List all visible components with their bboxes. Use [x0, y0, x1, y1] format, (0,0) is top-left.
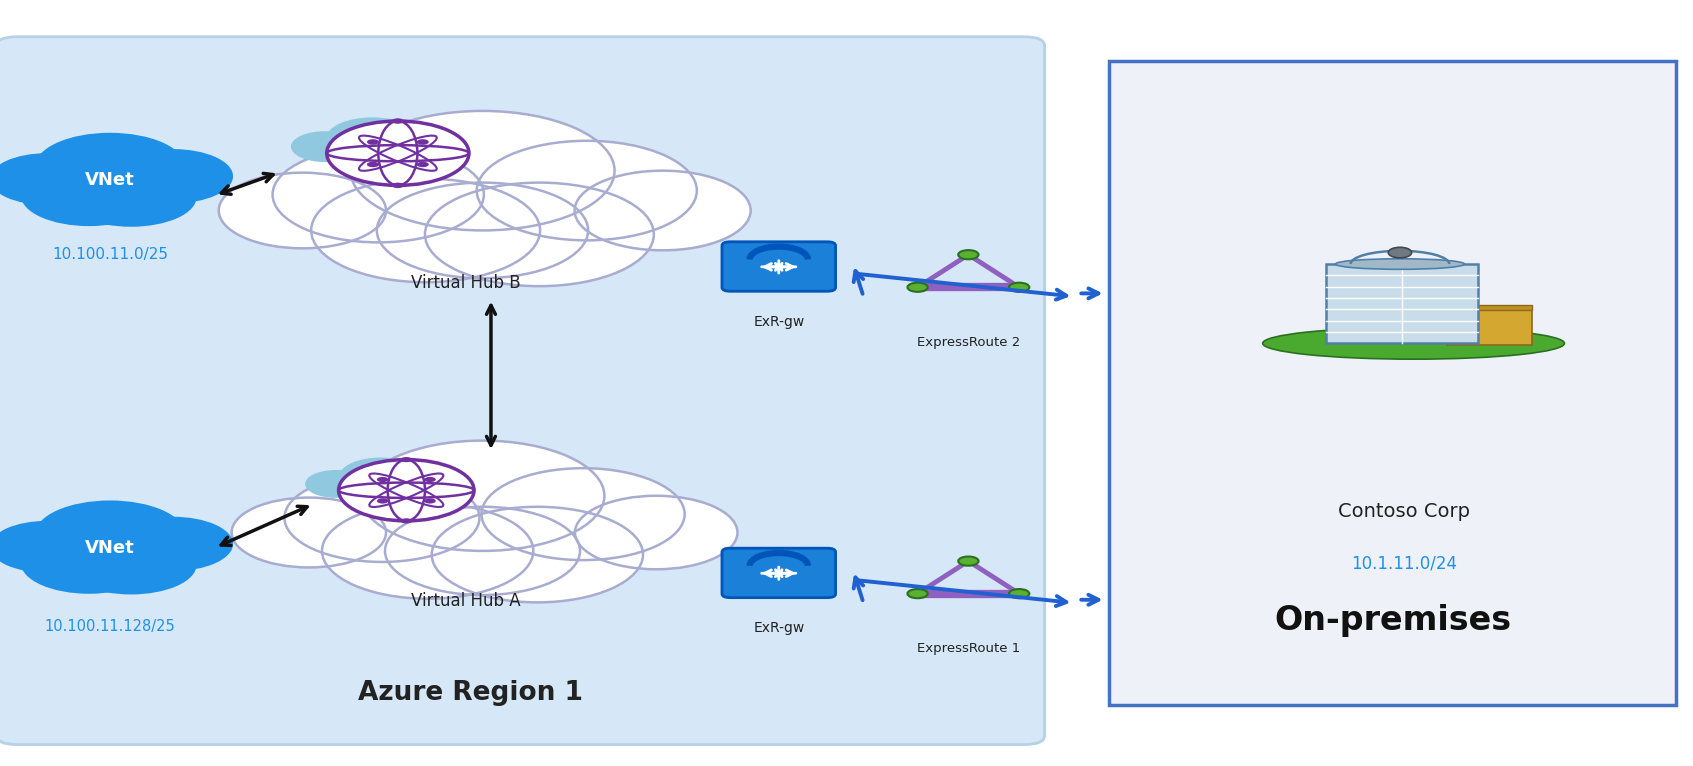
Text: Azure Region 1: Azure Region 1	[357, 680, 582, 706]
Circle shape	[113, 517, 234, 571]
Circle shape	[339, 460, 474, 521]
Circle shape	[322, 503, 533, 599]
Circle shape	[378, 499, 388, 503]
Text: ExpressRoute 2: ExpressRoute 2	[918, 336, 1019, 349]
Circle shape	[232, 498, 386, 568]
Circle shape	[907, 283, 928, 292]
Circle shape	[425, 477, 435, 482]
FancyBboxPatch shape	[1446, 305, 1532, 310]
Circle shape	[958, 557, 979, 566]
Circle shape	[36, 500, 185, 568]
Circle shape	[66, 168, 196, 227]
Circle shape	[383, 129, 457, 162]
Circle shape	[20, 165, 157, 226]
Circle shape	[378, 477, 388, 482]
Circle shape	[330, 133, 415, 172]
FancyBboxPatch shape	[1326, 264, 1478, 343]
Circle shape	[391, 182, 405, 188]
Circle shape	[66, 535, 196, 594]
Circle shape	[350, 111, 615, 231]
Text: Contoso Corp: Contoso Corp	[1337, 502, 1470, 521]
Circle shape	[36, 133, 185, 201]
FancyBboxPatch shape	[1109, 61, 1676, 705]
Circle shape	[312, 178, 540, 282]
Circle shape	[327, 121, 469, 185]
Circle shape	[393, 467, 459, 497]
Circle shape	[305, 470, 367, 498]
Circle shape	[218, 172, 386, 248]
FancyBboxPatch shape	[721, 242, 836, 291]
Circle shape	[401, 457, 411, 462]
Circle shape	[327, 117, 418, 159]
Circle shape	[1388, 247, 1412, 258]
Circle shape	[291, 131, 359, 162]
Text: ExR-gw: ExR-gw	[753, 621, 804, 635]
Circle shape	[416, 162, 428, 167]
Circle shape	[1009, 283, 1029, 292]
Ellipse shape	[1336, 259, 1464, 270]
FancyBboxPatch shape	[0, 37, 1045, 745]
Text: ExR-gw: ExR-gw	[753, 315, 804, 329]
Text: ExpressRoute 1: ExpressRoute 1	[918, 643, 1019, 655]
Circle shape	[958, 250, 979, 260]
Text: Virtual Hub B: Virtual Hub B	[411, 274, 520, 293]
Circle shape	[384, 507, 581, 595]
FancyBboxPatch shape	[1446, 310, 1532, 345]
Text: 10.100.11.0/25: 10.100.11.0/25	[52, 247, 168, 262]
Circle shape	[361, 440, 604, 551]
Circle shape	[481, 468, 684, 560]
Circle shape	[342, 472, 420, 506]
Circle shape	[477, 141, 698, 241]
Text: 10.100.11.128/25: 10.100.11.128/25	[44, 619, 176, 634]
Text: Virtual Hub A: Virtual Hub A	[411, 592, 520, 611]
Circle shape	[367, 162, 379, 167]
Circle shape	[339, 457, 423, 496]
Circle shape	[574, 171, 750, 250]
Circle shape	[401, 519, 411, 523]
Circle shape	[432, 507, 643, 602]
Circle shape	[425, 182, 653, 286]
Circle shape	[378, 182, 587, 278]
Circle shape	[284, 473, 479, 562]
Circle shape	[367, 139, 379, 145]
Circle shape	[416, 139, 428, 145]
Circle shape	[0, 521, 105, 573]
Text: VNet: VNet	[85, 171, 135, 189]
Circle shape	[576, 496, 738, 569]
FancyBboxPatch shape	[721, 548, 836, 597]
Text: On-premises: On-premises	[1273, 604, 1512, 637]
Circle shape	[1009, 589, 1029, 598]
Circle shape	[273, 147, 484, 242]
Ellipse shape	[1263, 328, 1564, 359]
Text: VNet: VNet	[85, 538, 135, 557]
Circle shape	[425, 499, 435, 503]
Circle shape	[391, 118, 405, 124]
Text: 10.1.11.0/24: 10.1.11.0/24	[1351, 554, 1458, 572]
Circle shape	[20, 532, 157, 594]
Circle shape	[907, 589, 928, 598]
Circle shape	[0, 153, 105, 205]
Circle shape	[113, 149, 234, 204]
